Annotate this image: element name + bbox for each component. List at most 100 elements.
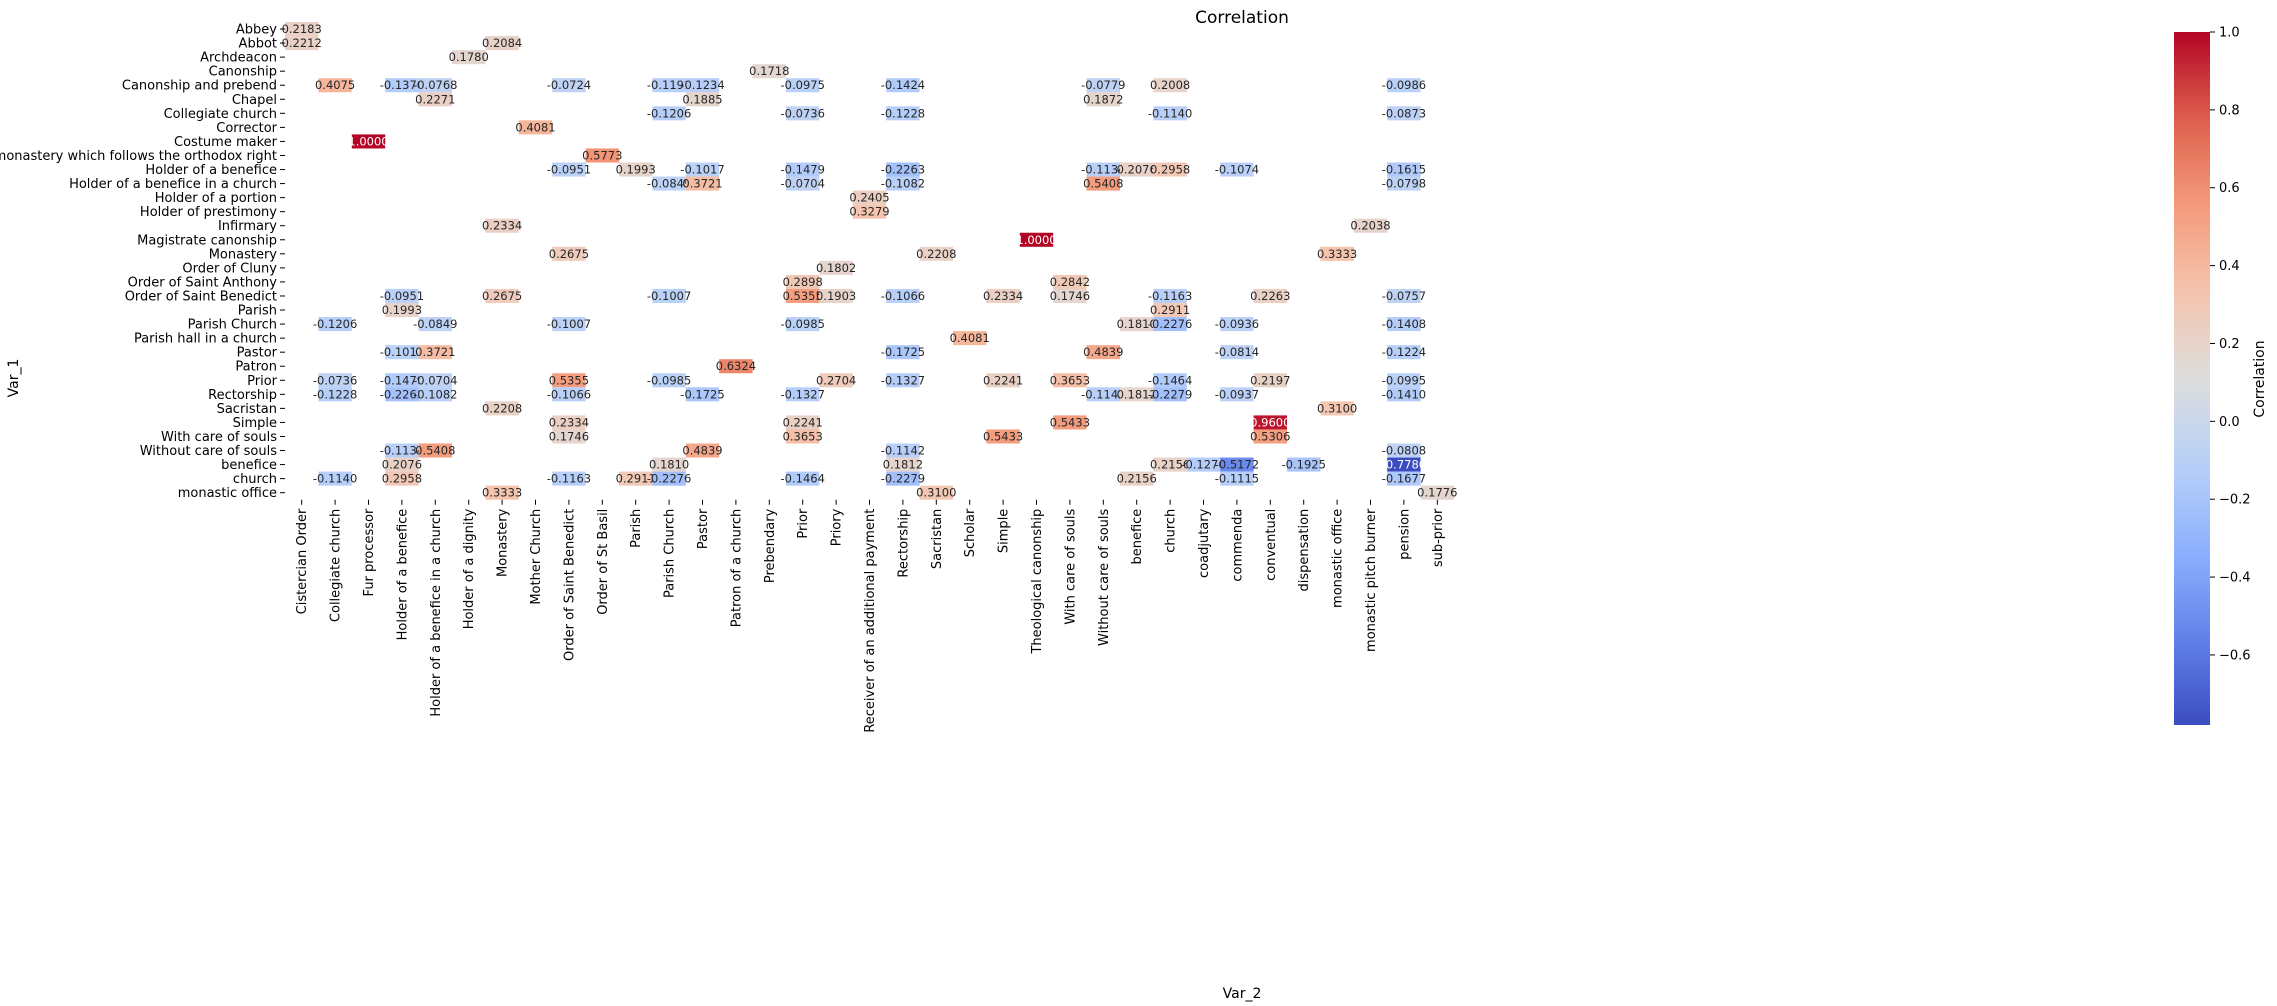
cell-value-label: 0.4839: [682, 444, 722, 458]
heatmap-cell: [1086, 162, 1120, 177]
chart-title: Correlation: [1195, 8, 1289, 28]
heatmap-cell: [1220, 387, 1254, 402]
heatmap-cell: [485, 485, 519, 500]
row-label: Magistrate canonship: [137, 233, 277, 248]
cell-value-label: -0.0975: [781, 78, 825, 92]
cell-value-label: 0.2156: [1117, 472, 1157, 486]
cell-value-label: 0.1746: [549, 429, 589, 443]
column-label: conventual: [1264, 509, 1279, 581]
cell-value-label: 0.1776: [1417, 486, 1457, 500]
heatmap-cell: [786, 176, 820, 191]
cell-value-label: -0.1007: [547, 317, 591, 331]
heatmap-cell: [886, 288, 920, 303]
row-label: Holder of a benefice: [145, 163, 277, 178]
cell-value-label: -0.0986: [1382, 78, 1426, 92]
cell-value-label: 0.1810: [649, 458, 689, 472]
heatmap-cell: [786, 387, 820, 402]
heatmap-cell: [652, 373, 686, 388]
row-label: church: [233, 472, 277, 487]
cell-value-label: 0.4839: [1083, 345, 1123, 359]
column-label: Rectorship: [896, 509, 911, 578]
heatmap-cell: [919, 485, 953, 500]
cell-value-label: -0.1479: [781, 163, 825, 177]
heatmap-cell: [786, 415, 820, 430]
column-label: dispensation: [1297, 509, 1312, 592]
heatmap-cell: [1387, 373, 1421, 388]
row-label: Parish: [238, 304, 277, 319]
heatmap-cell: [552, 471, 586, 486]
cell-value-label: 0.2704: [816, 373, 856, 387]
cell-value-label: 0.2197: [1250, 373, 1290, 387]
cell-value-label: 0.2183: [282, 22, 322, 36]
heatmap-cell: [1220, 457, 1254, 472]
cell-value-label: -0.1228: [881, 106, 925, 120]
heatmap-cell: [1387, 387, 1421, 402]
cell-value-label: 0.1746: [1050, 289, 1090, 303]
heatmap-cell: [1387, 106, 1421, 121]
column-label: With care of souls: [1063, 508, 1078, 624]
cell-value-label: 0.2212: [282, 36, 322, 50]
column-label: Prebendary: [763, 508, 778, 583]
cell-value-label: -0.0757: [1382, 289, 1426, 303]
heatmap-cell: [385, 387, 419, 402]
heatmap-cell: [786, 429, 820, 444]
heatmap-cell: [1186, 457, 1221, 472]
cell-value-label: 0.3279: [849, 205, 889, 219]
cell-value-label: 0.3721: [415, 345, 455, 359]
column-label: Monastery: [496, 508, 511, 577]
heatmap-cell: [1253, 429, 1287, 444]
heatmap-cell: [1253, 415, 1287, 430]
cell-value-label: -0.0779: [1081, 78, 1125, 92]
cell-value-label: -0.1224: [1382, 345, 1426, 359]
cell-value-label: 0.2208: [916, 247, 956, 261]
heatmap-cell: [819, 260, 853, 275]
heatmap-cell: [418, 373, 452, 388]
cell-value-label: -0.1424: [881, 78, 925, 92]
heatmap-cell: [852, 190, 887, 205]
cell-value-label: 0.3100: [916, 486, 956, 500]
cell-value-label: 1.0000: [1016, 233, 1056, 247]
heatmap-cell: [1220, 345, 1254, 360]
cell-value-label: -0.0936: [1215, 317, 1259, 331]
cell-value-label: -0.1066: [547, 387, 591, 401]
row-label: Collegiate church: [164, 107, 277, 122]
cell-value-label: -0.1115: [1215, 472, 1259, 486]
cell-value-label: -0.1017: [680, 163, 724, 177]
heatmap-cell: [652, 288, 686, 303]
heatmap-cell: [485, 36, 519, 51]
heatmap-cell: [552, 415, 586, 430]
heatmap-cell: [1387, 317, 1421, 332]
cell-value-label: 0.4081: [950, 331, 990, 345]
row-label: monastic office: [178, 486, 277, 501]
heatmap-cell: [652, 176, 686, 191]
cell-value-label: -0.0704: [781, 177, 825, 191]
heatmap-cell: [919, 246, 953, 261]
row-label: Archdeacon: [200, 51, 277, 66]
column-label: coadjutary: [1197, 508, 1212, 578]
cell-value-label: 0.1718: [749, 64, 789, 78]
heatmap-cell: [385, 345, 419, 360]
heatmap-cell: [452, 50, 486, 65]
column-label: Theological canonship: [1030, 509, 1045, 655]
row-label: Patron: [235, 360, 277, 375]
cell-value-label: -0.0995: [1382, 373, 1426, 387]
column-label: Parish Church: [663, 509, 678, 598]
cell-value-label: -0.1140: [313, 472, 357, 486]
heatmap-cell: [886, 457, 920, 472]
colorbar-tick-label: −0.6: [2219, 648, 2251, 663]
cell-value-label: 0.5408: [415, 444, 455, 458]
column-label: Holder of a benefice: [395, 509, 410, 641]
cell-value-label: -0.0736: [781, 106, 825, 120]
cell-value-label: -0.1134: [1081, 163, 1125, 177]
cell-value-label: -0.0849: [413, 317, 457, 331]
cell-value-label: 0.2334: [482, 219, 522, 233]
column-label: Cistercian Order: [295, 508, 310, 614]
row-label: Without care of souls: [140, 444, 277, 459]
heatmap-cell: [685, 78, 720, 93]
row-label: Order of Cluny: [182, 261, 277, 276]
heatmap-cell: [1086, 345, 1120, 360]
heatmap-cell: [552, 246, 586, 261]
heatmap-cell: [886, 443, 920, 458]
cell-value-label: -0.0814: [1215, 345, 1259, 359]
